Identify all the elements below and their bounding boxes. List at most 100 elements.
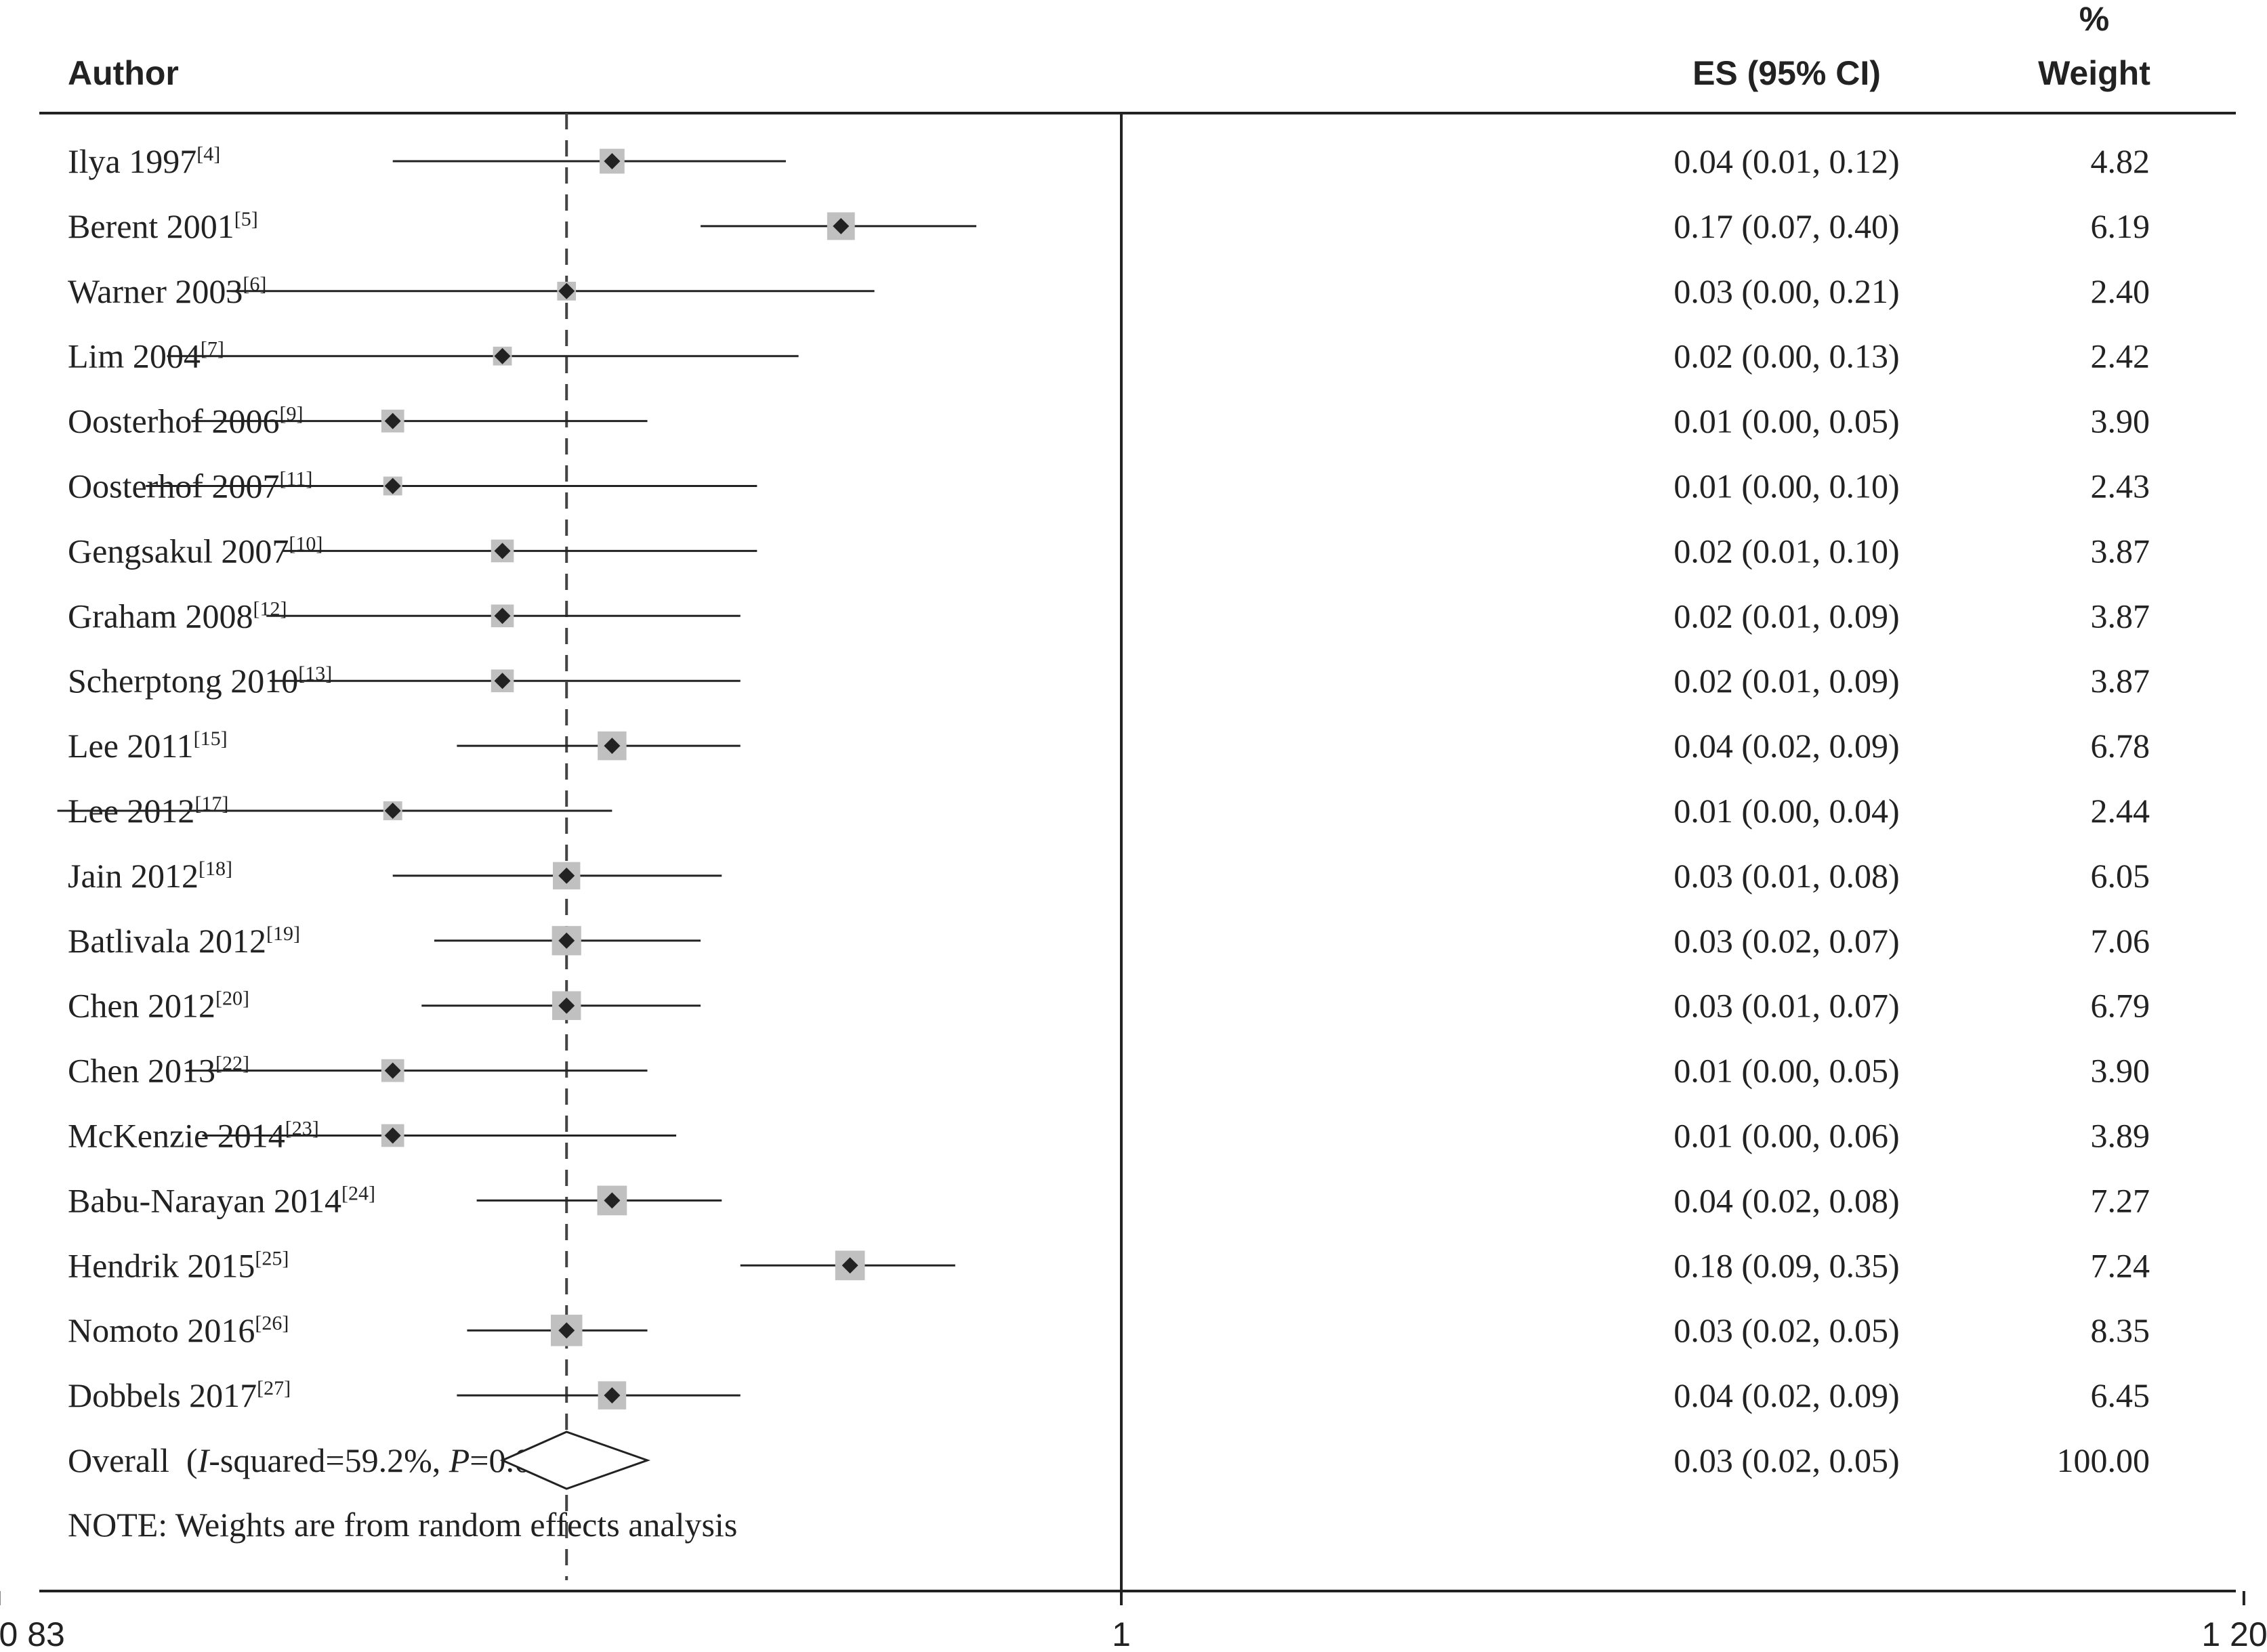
x-tick-label: 0.000 83 (0, 1615, 65, 1652)
weight-value: 6.05 (2091, 857, 2150, 895)
weight-value: 3.89 (2091, 1117, 2150, 1155)
es-ci-value: 0.18 (0.09, 0.35) (1673, 1246, 1899, 1284)
study-label: Berent 2001[5] (68, 207, 258, 245)
es-header: ES (95% CI) (1692, 54, 1881, 92)
point-estimate-marker (558, 997, 575, 1014)
weight-value: 8.35 (2091, 1311, 2150, 1349)
study-author: Berent 2001 (68, 207, 234, 245)
study-row: Batlivala 2012[19] 0.03 (0.02, 0.07) 7.06 (68, 922, 2150, 960)
study-row: Lee 2011[15] 0.04 (0.02, 0.09) 6.78 (68, 727, 2150, 765)
weight-value: 6.78 (2091, 727, 2150, 765)
es-ci-value: 0.04 (0.02, 0.09) (1673, 727, 1899, 765)
study-row: Dobbels 2017[27] 0.04 (0.02, 0.09) 6.45 (68, 1376, 2150, 1414)
weight-header-percent: % (2079, 0, 2109, 38)
weight-value: 3.87 (2091, 597, 2150, 635)
study-label: Dobbels 2017[27] (68, 1376, 291, 1414)
author-header: Author (68, 54, 179, 92)
weight-value: 7.06 (2091, 922, 2150, 960)
es-ci-value: 0.02 (0.01, 0.09) (1673, 597, 1899, 635)
study-row: Graham 2008[12] 0.02 (0.01, 0.09) 3.87 (68, 597, 2150, 635)
point-estimate-marker (494, 608, 511, 624)
study-citation: [19] (266, 923, 300, 945)
study-label: Babu-Narayan 2014[24] (68, 1181, 375, 1219)
weight-value: 2.44 (2091, 792, 2150, 830)
point-estimate-marker (604, 1387, 621, 1404)
study-author: Lee 2011 (68, 727, 194, 765)
overall-weight-value: 100.00 (2057, 1441, 2150, 1479)
point-estimate-marker (558, 932, 575, 949)
weight-value: 3.87 (2091, 532, 2150, 570)
study-author: Gengsakul 2007 (68, 532, 289, 570)
point-estimate-marker (384, 1127, 401, 1144)
point-estimate-marker (494, 673, 511, 690)
study-row: Oosterhof 2007[11] 0.01 (0.00, 0.10) 2.43 (68, 467, 2150, 505)
weight-value: 7.24 (2091, 1246, 2150, 1284)
point-estimate-marker (604, 738, 621, 755)
study-row: Nomoto 2016[26] 0.03 (0.02, 0.05) 8.35 (68, 1311, 2150, 1349)
study-label: Scherptong 2010[13] (68, 662, 332, 700)
study-label: Ilya 1997[4] (68, 142, 220, 180)
es-ci-value: 0.01 (0.00, 0.05) (1673, 402, 1899, 440)
es-ci-value: 0.01 (0.00, 0.10) (1673, 467, 1899, 505)
es-ci-value: 0.03 (0.01, 0.07) (1673, 987, 1899, 1025)
study-row: Scherptong 2010[13] 0.02 (0.01, 0.09) 3.87 (68, 662, 2150, 700)
study-author: Scherptong 2010 (68, 662, 298, 700)
es-ci-value: 0.04 (0.02, 0.09) (1673, 1376, 1899, 1414)
es-ci-value: 0.01 (0.00, 0.06) (1673, 1117, 1899, 1155)
study-label: Hendrik 2015[25] (68, 1246, 289, 1284)
point-estimate-marker (558, 282, 575, 299)
study-author: Batlivala 2012 (68, 922, 266, 960)
point-estimate-marker (841, 1257, 858, 1274)
point-estimate-marker (494, 543, 511, 559)
study-row: Ilya 1997[4] 0.04 (0.01, 0.12) 4.82 (68, 142, 2150, 180)
note-text: NOTE: Weights are from random effects an… (68, 1506, 737, 1544)
study-citation: [15] (194, 727, 228, 750)
study-author: Ilya 1997 (68, 142, 196, 180)
point-estimate-marker (833, 217, 850, 234)
study-label: Jain 2012[18] (68, 857, 232, 895)
es-ci-value: 0.17 (0.07, 0.40) (1673, 207, 1899, 245)
study-citation: [24] (341, 1182, 375, 1204)
study-author: Babu-Narayan 2014 (68, 1181, 341, 1219)
overall-label-part: P (449, 1441, 470, 1479)
study-label: Nomoto 2016[26] (68, 1311, 289, 1349)
es-ci-value: 0.01 (0.00, 0.05) (1673, 1052, 1899, 1090)
weight-value: 6.19 (2091, 207, 2150, 245)
study-row: Chen 2012[20] 0.03 (0.01, 0.07) 6.79 (68, 987, 2150, 1025)
study-label: Batlivala 2012[19] (68, 922, 300, 960)
study-label: Gengsakul 2007[10] (68, 532, 323, 570)
study-row: Gengsakul 2007[10] 0.02 (0.01, 0.10) 3.87 (68, 532, 2150, 570)
weight-value: 3.87 (2091, 662, 2150, 700)
weight-value: 3.90 (2091, 402, 2150, 440)
point-estimate-marker (494, 347, 511, 364)
overall-es-ci-value: 0.03 (0.02, 0.05) (1673, 1441, 1899, 1479)
es-ci-value: 0.01 (0.00, 0.04) (1673, 792, 1899, 830)
weight-value: 2.42 (2091, 337, 2150, 375)
point-estimate-marker (384, 412, 401, 429)
overall-label-part: I (197, 1441, 211, 1479)
study-citation: [5] (234, 208, 258, 230)
overall-row: Overall (I-squared=59.2%, P=0.000)0.03 (… (68, 1431, 2150, 1490)
study-row: Jain 2012[18] 0.03 (0.01, 0.08) 6.05 (68, 857, 2150, 895)
weight-value: 4.82 (2091, 142, 2150, 180)
weight-value: 7.27 (2091, 1181, 2150, 1219)
x-tick-label: 1 207 (2201, 1615, 2267, 1652)
study-rows: Ilya 1997[4] 0.04 (0.01, 0.12) 4.82 Berent … (57, 142, 2150, 1414)
study-citation: [20] (215, 988, 249, 1010)
study-row: Babu-Narayan 2014[24] 0.04 (0.02, 0.08) 7.… (68, 1181, 2150, 1219)
study-row: McKenzie 2014[23] 0.01 (0.00, 0.06) 3.89 (68, 1117, 2150, 1155)
weight-value: 2.43 (2091, 467, 2150, 505)
point-estimate-marker (558, 1322, 575, 1339)
weight-value: 3.90 (2091, 1052, 2150, 1090)
study-label: Lee 2011[15] (68, 727, 228, 765)
overall-label-part: Overall ( (68, 1441, 198, 1479)
es-ci-value: 0.03 (0.01, 0.08) (1673, 857, 1899, 895)
study-row: Lim 2004[7] 0.02 (0.00, 0.13) 2.42 (68, 337, 2150, 375)
es-ci-value: 0.02 (0.01, 0.10) (1673, 532, 1899, 570)
study-row: Oosterhof 2006[9] 0.01 (0.00, 0.05) 3.90 (68, 402, 2150, 440)
study-author: Nomoto 2016 (68, 1311, 255, 1349)
study-author: Jain 2012 (68, 857, 199, 895)
es-ci-value: 0.04 (0.02, 0.08) (1673, 1181, 1899, 1219)
study-author: Warner 2003 (68, 272, 243, 310)
